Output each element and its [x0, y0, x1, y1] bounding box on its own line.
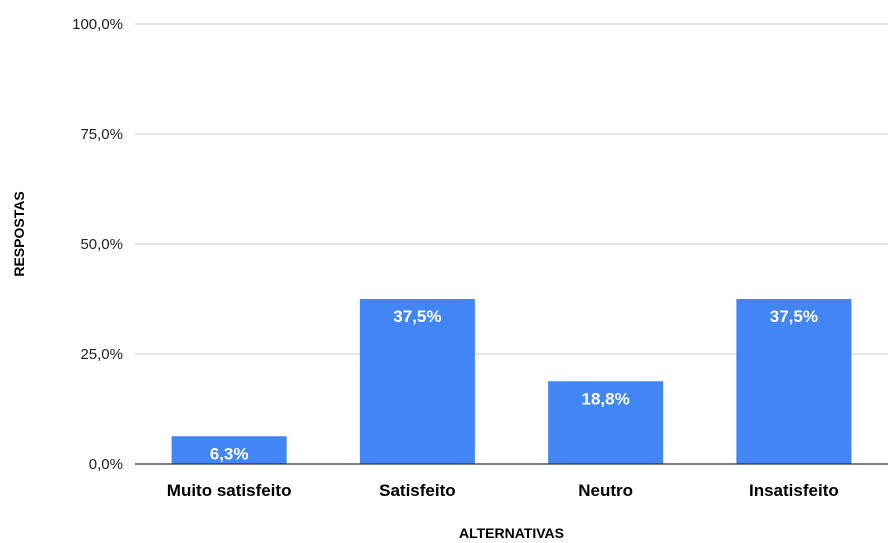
y-axis-ticks: 0,0% 25,0% 50,0% 75,0% 100,0% [72, 16, 123, 473]
y-tick-label: 50,0% [80, 236, 123, 253]
bar [736, 299, 852, 464]
bars [171, 299, 852, 464]
y-tick-label: 0,0% [89, 456, 123, 473]
bar-value-label: 18,8% [582, 389, 630, 408]
bar [548, 381, 664, 464]
x-category-label: Satisfeito [379, 481, 456, 500]
bar-value-label: 37,5% [393, 307, 441, 326]
data-labels: 6,3% 37,5% 18,8% 37,5% [210, 307, 818, 463]
x-axis-title: ALTERNATIVAS [459, 525, 564, 541]
y-tick-label: 100,0% [72, 16, 123, 33]
bar [171, 436, 287, 464]
bar [359, 299, 475, 464]
y-axis-title: RESPOSTAS [11, 191, 27, 276]
y-tick-label: 25,0% [80, 346, 123, 363]
x-category-label: Insatisfeito [749, 481, 839, 500]
bar-value-label: 6,3% [210, 444, 249, 463]
y-tick-label: 75,0% [80, 126, 123, 143]
x-category-label: Neutro [578, 481, 633, 500]
bar-value-label: 37,5% [770, 307, 818, 326]
x-category-label: Muito satisfeito [167, 481, 292, 500]
x-axis-categories: Muito satisfeito Satisfeito Neutro Insatisf… [167, 481, 839, 500]
